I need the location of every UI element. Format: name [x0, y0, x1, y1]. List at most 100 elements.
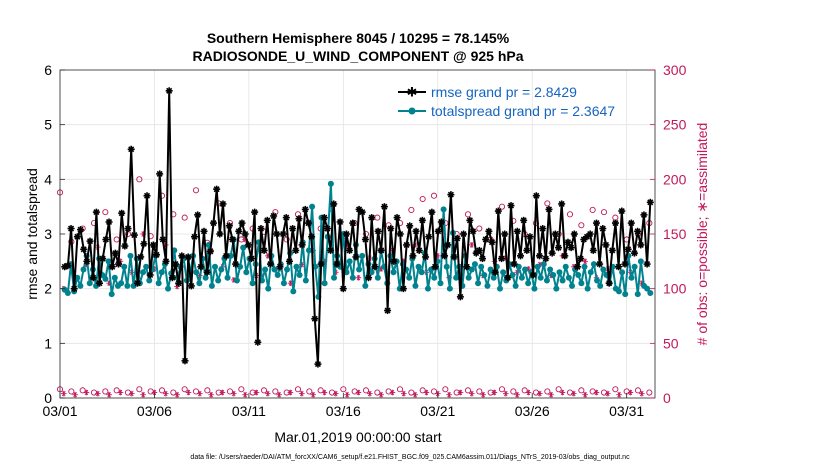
rmse-point: [627, 219, 635, 227]
rmse-point: [206, 247, 214, 255]
rmse-point: [111, 249, 119, 257]
rmse-point: [263, 216, 271, 224]
rmse-point: [482, 235, 490, 243]
rmse-point: [573, 263, 581, 271]
obs-assimilated-low-marker: [548, 391, 554, 398]
totalspread-point: [415, 263, 422, 270]
totalspread-point: [212, 263, 219, 270]
obs-assimilated-low-marker: [616, 391, 622, 398]
rmse-point: [168, 274, 176, 282]
totalspread-point: [453, 274, 460, 281]
totalspread-point: [127, 252, 134, 259]
obs-possible-low-marker: [181, 386, 188, 393]
rmse-point: [361, 235, 369, 243]
totalspread-point: [146, 277, 153, 284]
rmse-point: [380, 203, 388, 211]
totalspread-point: [202, 274, 209, 281]
totalspread-point: [634, 291, 641, 298]
obs-assimilated-low-marker: [366, 390, 373, 397]
totalspread-point: [208, 282, 215, 289]
obs-possible-low-marker: [476, 388, 483, 395]
totalspread-point: [293, 263, 300, 270]
rmse-point: [200, 227, 208, 235]
rmse-point: [156, 170, 164, 178]
rmse-point: [314, 360, 322, 368]
totalspread-point: [124, 282, 131, 289]
rmse-point: [384, 307, 392, 315]
obs-possible-low-marker: [566, 389, 574, 396]
totalspread-point: [327, 180, 334, 187]
rmse-point: [485, 227, 493, 235]
rmse-point: [589, 246, 597, 254]
totalspread-point: [647, 290, 654, 297]
rmse-point: [469, 227, 477, 235]
obs-possible-low-marker: [351, 388, 358, 395]
rmse-point: [643, 260, 651, 268]
obs-possible-low-marker: [396, 386, 404, 393]
rmse-point: [532, 192, 540, 200]
rmse-point: [510, 260, 518, 268]
obs-assimilated-low-marker: [400, 390, 407, 397]
totalspread-point: [512, 282, 519, 289]
obs-possible-marker: [566, 211, 574, 218]
totalspread-point: [475, 280, 482, 287]
rmse-point: [105, 218, 113, 226]
rmse-point: [602, 241, 610, 249]
y-tick-label: 2: [44, 281, 52, 297]
totalspread-point: [440, 206, 447, 213]
rmse-point: [491, 268, 499, 276]
rmse-point: [637, 241, 645, 249]
rmse-point: [213, 185, 221, 193]
legend-marker-rmse: ✱: [407, 86, 418, 101]
obs-possible-low-marker: [555, 386, 562, 393]
obs-assimilated-low-marker: [140, 391, 146, 398]
rmse-point: [526, 233, 534, 241]
obs-assimilated-low-marker: [582, 391, 588, 398]
obs-possible-low-marker: [204, 387, 211, 394]
obs-possible-low-marker: [442, 386, 449, 393]
obs-assimilated-low-marker: [570, 390, 577, 397]
obs-assimilated-low-marker: [83, 389, 90, 396]
totalspread-point: [249, 280, 256, 287]
obs-possible-low-marker: [362, 387, 370, 394]
totalspread-point: [553, 285, 560, 292]
totalspread-point: [534, 263, 541, 270]
rmse-point: [387, 225, 395, 233]
rmse-point: [399, 285, 407, 293]
rmse-point: [403, 241, 411, 249]
obs-possible-marker: [600, 209, 608, 216]
rmse-point: [323, 225, 331, 233]
rmse-point: [630, 249, 638, 257]
rmse-point: [304, 219, 312, 227]
rmse-point: [244, 241, 252, 249]
rmse-point: [228, 235, 236, 243]
legend: ✱ rmse grand pr = 2.8429 totalspread gra…: [398, 84, 615, 119]
rmse-point: [222, 252, 230, 260]
totalspread-point: [108, 291, 115, 298]
obs-possible-low-marker: [136, 386, 143, 393]
obs-possible-low-marker: [600, 389, 608, 396]
totalspread-point: [302, 277, 309, 284]
rmse-point: [108, 263, 116, 271]
y-right-tick-label: 300: [663, 62, 687, 78]
rmse-point: [346, 246, 354, 254]
y-tick-label: 0: [44, 390, 52, 406]
rmse-point: [551, 230, 559, 238]
rmse-point: [377, 246, 385, 254]
rmse-point: [146, 271, 154, 279]
rmse-point: [406, 222, 414, 230]
rmse-point: [418, 216, 426, 224]
totalspread-point: [412, 282, 419, 289]
totalspread-point: [237, 263, 244, 270]
totalspread-point: [215, 277, 222, 284]
totalspread-point: [331, 274, 338, 281]
totalspread-point: [111, 274, 118, 281]
obs-possible-low-marker: [589, 388, 596, 395]
y-right-tick-label: 150: [663, 226, 687, 242]
totalspread-point: [581, 263, 588, 270]
chart-title-line1: Southern Hemisphere 8045 / 10295 = 78.14…: [207, 30, 510, 46]
rmse-point: [488, 238, 496, 246]
rmse-point: [339, 285, 347, 293]
obs-possible-low-marker: [634, 387, 642, 394]
rmse-point: [437, 218, 445, 226]
